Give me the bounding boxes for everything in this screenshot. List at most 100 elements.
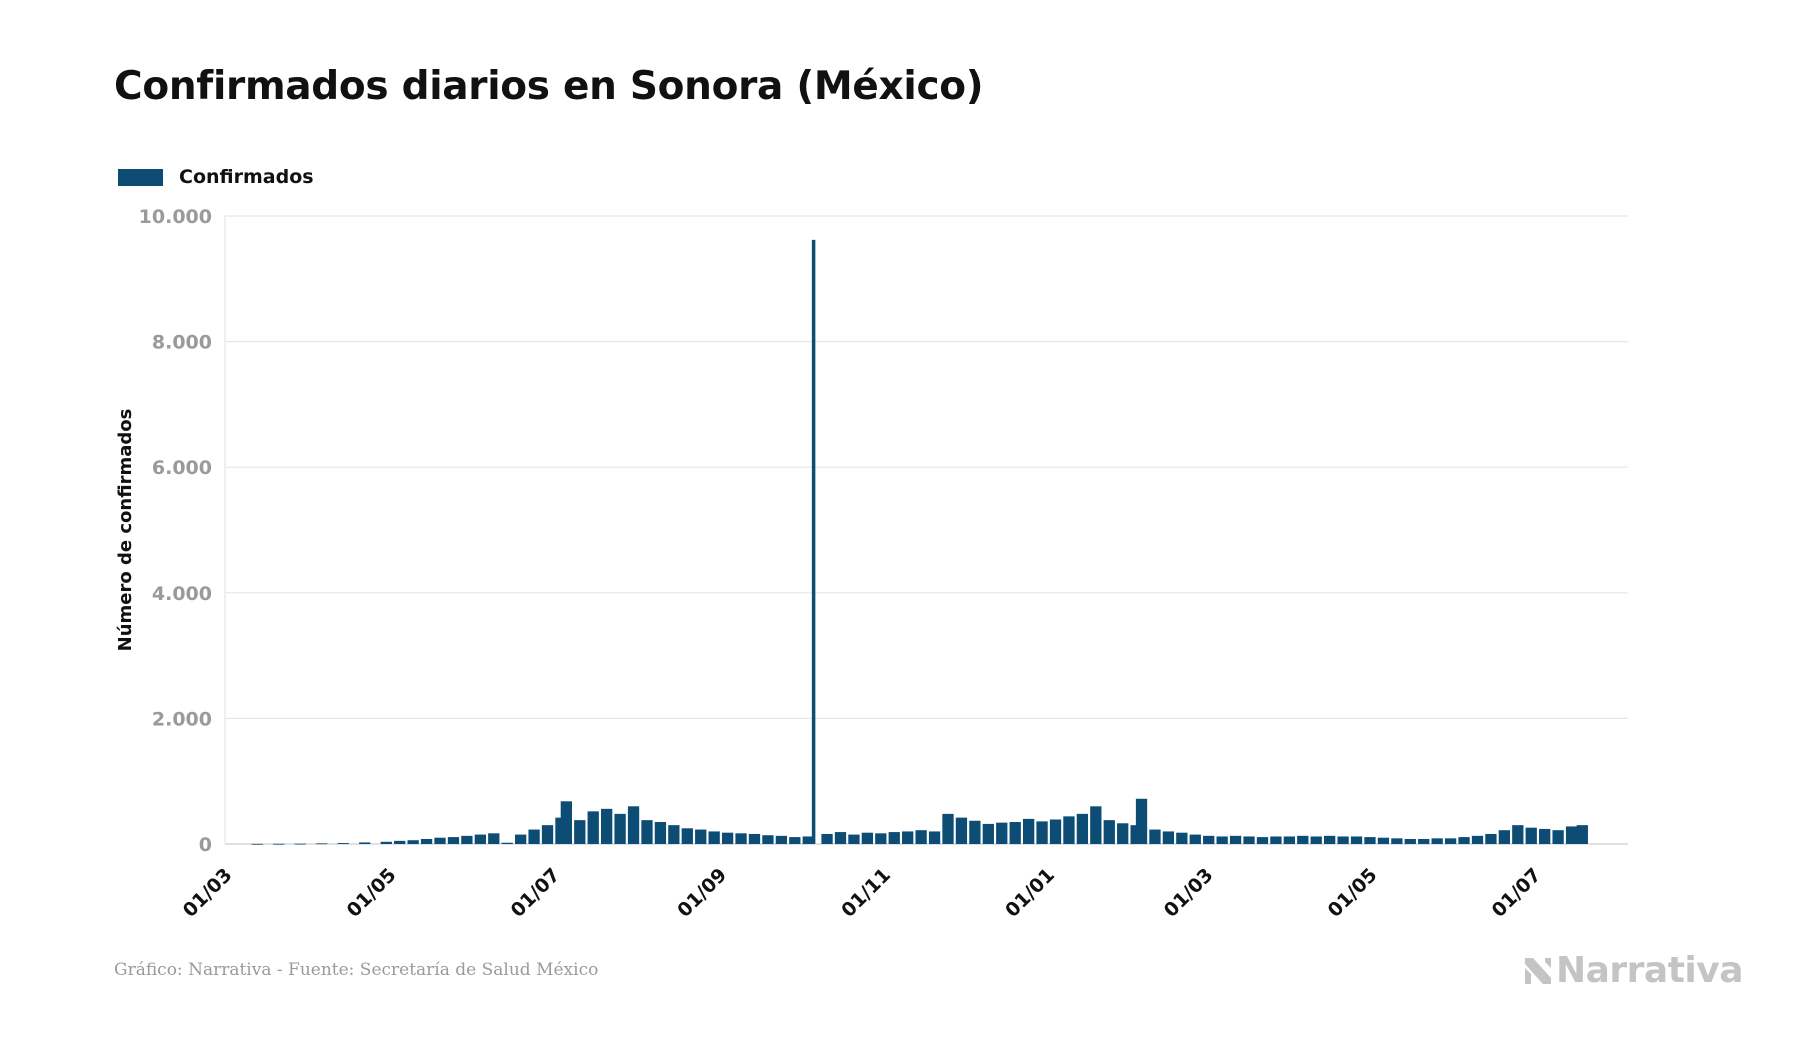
bar xyxy=(942,813,954,844)
bar xyxy=(407,840,419,844)
bar xyxy=(1117,823,1129,844)
bar xyxy=(1063,816,1075,844)
bar xyxy=(928,831,941,844)
bar xyxy=(969,820,981,844)
bar xyxy=(861,832,874,844)
bar xyxy=(627,806,640,844)
bar xyxy=(541,825,554,844)
logo-text: Narrativa xyxy=(1556,950,1744,991)
bar xyxy=(1324,835,1336,844)
bar xyxy=(1431,838,1443,844)
bar xyxy=(1444,838,1457,844)
bar xyxy=(1364,837,1376,844)
y-tick-label: 8.000 xyxy=(152,332,212,354)
bar xyxy=(1337,836,1349,844)
bar xyxy=(1377,837,1390,844)
bar xyxy=(1576,825,1588,844)
bar xyxy=(1049,819,1062,844)
bar xyxy=(915,830,927,844)
bar xyxy=(380,841,392,844)
y-tick-labels: 0 2.000 4.000 6.000 8.000 10.000 xyxy=(139,206,212,856)
bar xyxy=(337,843,349,844)
bar xyxy=(1229,835,1242,844)
x-tick-labels: 01/03 01/05 01/07 01/09 01/11 01/01 01/03 01/05… xyxy=(179,864,1546,922)
bar xyxy=(560,801,572,844)
bar xyxy=(848,834,860,844)
bar xyxy=(1283,836,1295,844)
bar xyxy=(775,835,788,844)
bar xyxy=(461,835,473,844)
bar xyxy=(1404,838,1416,844)
y-tick-label: 6.000 xyxy=(152,457,212,479)
bar xyxy=(802,836,814,844)
bar xyxy=(821,833,833,844)
bar xyxy=(1270,836,1282,844)
bar xyxy=(420,838,433,844)
bar xyxy=(1297,835,1309,844)
bar xyxy=(1036,821,1048,844)
bar xyxy=(359,842,371,844)
bar xyxy=(982,823,994,844)
x-tick-label: 01/07 xyxy=(1488,864,1546,922)
narrativa-logo: Narrativa xyxy=(1523,950,1744,991)
source-footer: Gráfico: Narrativa - Fuente: Secretaría … xyxy=(114,960,599,980)
bar xyxy=(447,837,460,844)
bar xyxy=(721,832,734,844)
bar xyxy=(1471,835,1484,844)
bar xyxy=(1418,838,1430,844)
x-tick-label: 01/03 xyxy=(1160,864,1218,922)
bar xyxy=(501,842,513,844)
bar xyxy=(902,831,914,844)
bar xyxy=(474,834,486,844)
bar xyxy=(1256,837,1269,844)
bar xyxy=(316,843,328,845)
bar xyxy=(515,834,527,844)
bar xyxy=(587,811,599,844)
x-tick-label: 01/07 xyxy=(507,864,565,922)
bar xyxy=(1525,827,1537,844)
bar xyxy=(488,833,500,844)
bar xyxy=(1176,832,1188,844)
chart-title: Confirmados diarios en Sonora (México) xyxy=(114,64,984,109)
bar xyxy=(955,817,968,844)
bar xyxy=(294,843,306,845)
bar xyxy=(1485,833,1497,844)
y-tick-label: 10.000 xyxy=(139,206,212,228)
bar xyxy=(708,831,720,844)
legend-swatch xyxy=(118,168,163,186)
y-tick-label: 4.000 xyxy=(152,583,212,605)
bar xyxy=(434,837,446,844)
bar xyxy=(251,843,263,845)
x-tick-label: 01/05 xyxy=(343,864,401,922)
bar xyxy=(888,832,900,844)
bar xyxy=(681,828,693,844)
bar xyxy=(1458,837,1470,844)
bar xyxy=(641,820,653,844)
bar xyxy=(875,833,887,844)
bar xyxy=(1539,828,1551,844)
legend: Confirmados xyxy=(118,166,314,188)
y-tick-label: 0 xyxy=(199,834,212,856)
legend-label: Confirmados xyxy=(179,166,314,188)
bar xyxy=(1203,835,1215,844)
bar xyxy=(1090,806,1102,844)
bar xyxy=(1022,818,1035,844)
bar xyxy=(1391,838,1403,844)
x-tick-label: 01/11 xyxy=(837,864,895,922)
bar xyxy=(1216,836,1228,844)
bar xyxy=(762,835,774,844)
x-tick-label: 01/05 xyxy=(1324,864,1382,922)
x-tick-label: 01/01 xyxy=(1001,864,1059,922)
bar xyxy=(528,829,540,844)
bar xyxy=(1565,826,1578,844)
bar xyxy=(1103,820,1115,844)
bar xyxy=(1135,798,1148,844)
bar xyxy=(1243,836,1255,844)
bar xyxy=(695,829,707,844)
bar xyxy=(1076,813,1089,844)
y-tick-label: 2.000 xyxy=(152,708,212,730)
bar xyxy=(614,813,626,844)
bar xyxy=(1498,830,1511,844)
bar xyxy=(1350,836,1363,844)
bar xyxy=(394,840,406,844)
